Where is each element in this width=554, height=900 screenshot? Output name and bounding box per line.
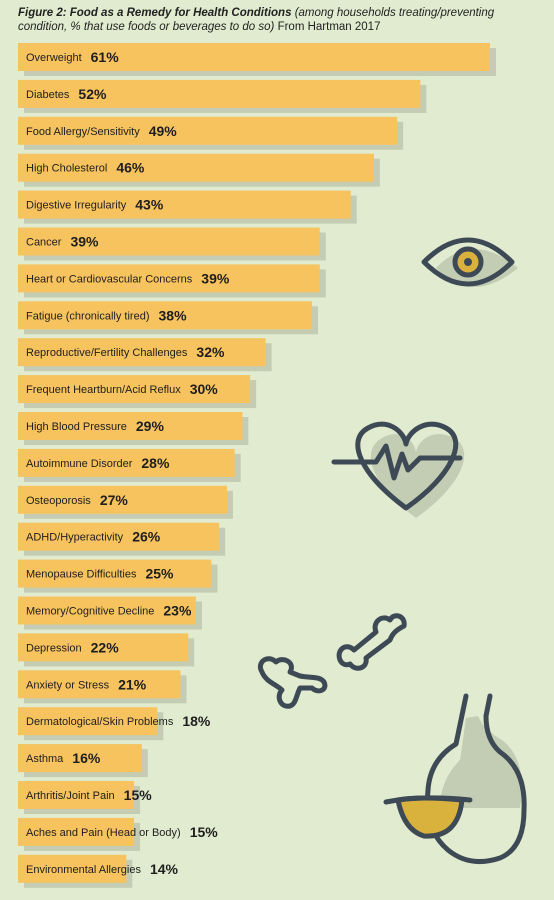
bar-category-label: Overweight [26,52,82,64]
stomach-icon [383,693,527,865]
bar-category-label: Fatigue (chronically tired) [26,310,150,322]
caption-title: Figure 2: Food as a Remedy for Health Co… [18,7,292,19]
bar [18,781,135,809]
bar [18,744,142,773]
bar [18,153,374,182]
bar-value-label: 27% [100,492,129,508]
bar-category-label: Environmental Allergies [26,864,141,876]
bar [18,116,398,145]
caption-note: (among households treating/preventing co… [18,7,495,33]
bar-category-label: Memory/Cognitive Decline [26,606,154,618]
bars-group: Overweight 61% Diabetes 52% Food Allergy/Sen… [18,43,496,888]
bar-value-label: 52% [78,86,107,102]
bar-value-label: 39% [70,234,99,250]
bar-category-label: Depression [26,642,82,654]
bar [18,412,243,440]
bar [18,43,490,71]
bar-value-label: 46% [116,160,145,176]
bar-category-label: ADHD/Hyperactivity [26,532,124,544]
bar-value-label: 21% [118,676,147,692]
bar-value-label: 23% [163,603,192,619]
bar-category-label: Heart or Cardiovascular Concerns [26,273,193,285]
bar-category-label: Anxiety or Stress [26,679,110,691]
caption-source: From Hartman 2017 [277,21,381,33]
eye-icon [421,237,518,287]
bar [18,301,313,330]
bar-value-label: 39% [201,270,230,286]
bar [18,79,421,108]
bar-category-label: Dermatological/Skin Problems [26,716,174,728]
bar-category-label: Cancer [26,237,62,249]
bar-category-label: Food Allergy/Sensitivity [26,126,140,138]
bar-value-label: 28% [141,455,170,471]
bar-value-label: 61% [91,49,120,65]
bar [18,448,235,477]
bar [18,227,320,256]
bar-value-label: 38% [159,307,188,323]
bar-category-label: Menopause Difficulties [26,569,137,581]
bar-value-label: 43% [135,197,164,213]
heartbeat-heart-icon [331,421,465,518]
bar-category-label: Reproductive/Fertility Challenges [26,347,188,359]
bar-value-label: 29% [136,418,165,434]
bar-category-label: High Blood Pressure [26,421,127,433]
bar-value-label: 26% [132,529,161,545]
bar-value-label: 22% [91,639,120,655]
bar [18,338,266,367]
figure-caption: Figure 2: Food as a Remedy for Health Co… [18,6,538,34]
bar [18,190,351,219]
bar [18,485,227,514]
bar-category-label: Aches and Pain (Head or Body) [26,827,181,839]
bar-value-label: 15% [190,824,219,840]
bar-category-label: Digestive Irregularity [26,200,127,212]
bar-value-label: 18% [182,713,211,729]
bar [18,375,251,404]
bar-category-label: Arthritis/Joint Pain [26,790,115,802]
bar-value-label: 15% [124,787,153,803]
bar [18,670,181,699]
bone-icon [258,613,407,709]
bar-value-label: 16% [72,750,101,766]
bar [18,707,158,736]
bar [18,596,196,625]
bar-category-label: Diabetes [26,89,70,101]
bar [18,854,127,883]
bar-category-label: Autoimmune Disorder [26,458,133,470]
bar-category-label: Asthma [26,753,64,765]
bar-value-label: 25% [145,566,174,582]
bar [18,817,135,846]
bar-category-label: High Cholesterol [26,163,107,175]
bar [18,633,189,662]
bar-value-label: 30% [190,381,219,397]
bar-value-label: 32% [196,344,225,360]
bar [18,522,220,551]
bar-category-label: Frequent Heartburn/Acid Reflux [26,384,181,396]
bar-category-label: Osteoporosis [26,495,91,507]
bar-value-label: 49% [149,123,178,139]
bar-value-label: 14% [150,861,179,877]
bar [18,559,212,588]
bar [18,264,320,293]
